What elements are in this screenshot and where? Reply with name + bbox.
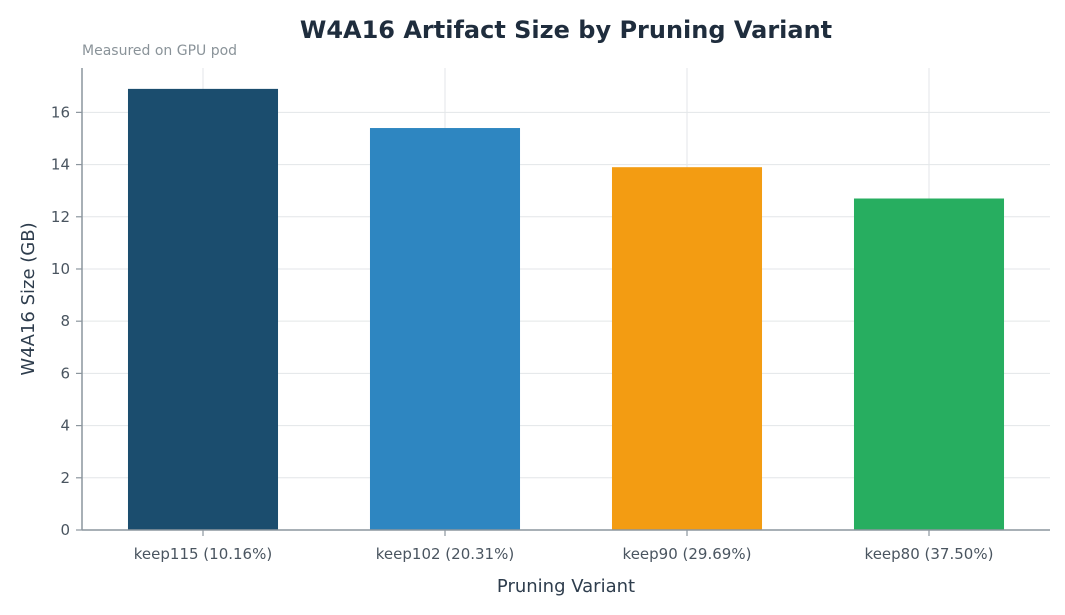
y-tick-label: 0 (60, 521, 70, 539)
ticks: 0 2 4 6 8 10 12 14 16 keep115 (10.16%) keep102 (20… (51, 103, 994, 563)
x-tick-label: keep90 (29.69%) (623, 545, 752, 563)
y-axis-label: W4A16 Size (GB) (18, 222, 39, 375)
y-tick-label: 6 (60, 364, 70, 382)
y-tick-label: 16 (51, 103, 70, 121)
bar (853, 198, 1005, 530)
x-tick-label: keep102 (20.31%) (376, 545, 514, 563)
chart-title: W4A16 Artifact Size by Pruning Variant (300, 16, 832, 44)
axes (81, 68, 1050, 531)
chart-subtitle: Measured on GPU pod (82, 43, 237, 59)
bar (611, 167, 763, 530)
bar (127, 88, 279, 531)
bar (369, 128, 521, 530)
bars (127, 88, 1005, 531)
x-tick-label: keep80 (37.50%) (865, 545, 994, 563)
x-axis-label: Pruning Variant (497, 576, 635, 597)
x-tick-label: keep115 (10.16%) (134, 545, 272, 563)
y-tick-label: 12 (51, 208, 70, 226)
y-tick-label: 2 (60, 469, 70, 487)
y-tick-label: 10 (51, 260, 70, 278)
y-tick-label: 8 (60, 312, 70, 330)
y-tick-label: 4 (60, 417, 70, 435)
y-tick-label: 14 (51, 156, 70, 174)
